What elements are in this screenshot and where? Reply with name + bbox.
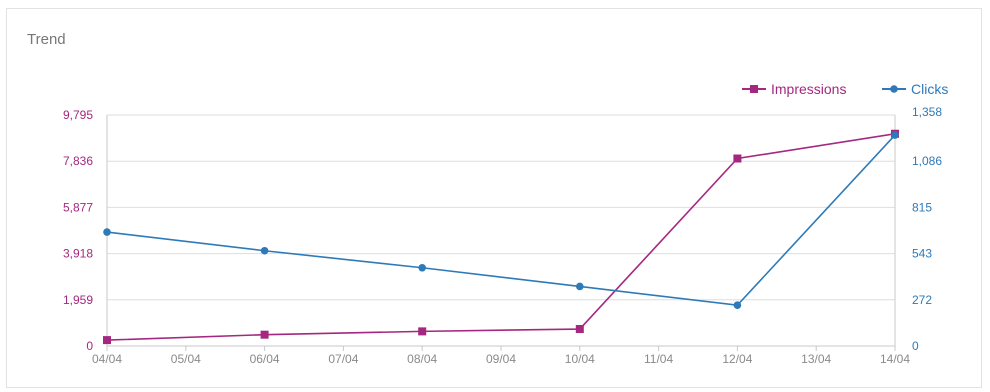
left-tick-label: 9,795	[63, 108, 93, 122]
legend-item-clicks[interactable]: Clicks	[882, 81, 948, 97]
right-tick-label: 815	[912, 200, 932, 214]
x-tick-label: 06/04	[250, 352, 280, 366]
clicks-point[interactable]	[103, 228, 111, 236]
clicks-point[interactable]	[418, 263, 427, 272]
left-tick-label: 1,959	[63, 293, 93, 307]
clicks-line	[106, 134, 896, 307]
grid-lines	[107, 114, 895, 301]
x-tick-label: 10/04	[565, 352, 595, 366]
impressions-point[interactable]	[575, 325, 584, 334]
x-tick-label: 04/04	[92, 352, 122, 366]
trend-panel: Trend	[6, 8, 982, 388]
right-tick-label: 1,358	[912, 105, 942, 119]
left-tick-label: 5,877	[63, 200, 93, 214]
x-tick-label: 07/04	[328, 352, 358, 366]
right-tick-label: 0	[912, 339, 919, 353]
legend-label-clicks: Clicks	[911, 81, 948, 97]
right-tick-label: 272	[912, 293, 932, 307]
impressions-point[interactable]	[260, 330, 269, 339]
axes	[106, 115, 896, 347]
x-tick-label: 05/04	[171, 352, 201, 366]
clicks-point[interactable]	[576, 282, 584, 291]
clicks-point[interactable]	[891, 131, 899, 139]
right-tick-label: 543	[912, 247, 932, 261]
legend-label-impressions: Impressions	[771, 81, 846, 97]
legend-item-impressions[interactable]: Impressions	[742, 81, 846, 97]
x-tick-label: 08/04	[407, 352, 437, 366]
impressions-line	[106, 132, 896, 341]
x-tick-label: 09/04	[486, 352, 516, 366]
impressions-point[interactable]	[418, 327, 427, 336]
x-tick-label: 14/04	[880, 352, 910, 366]
clicks-point[interactable]	[733, 301, 742, 309]
clicks-point[interactable]	[260, 246, 269, 255]
right-tick-label: 1,086	[912, 154, 942, 168]
panel-title: Trend	[27, 31, 66, 48]
x-tick-label: 13/04	[801, 352, 831, 366]
legend-swatch-marker	[890, 85, 898, 93]
impressions-series	[103, 129, 899, 345]
impressions-point[interactable]	[103, 336, 111, 345]
x-axis-ticks: 04/04 05/04 06/04 07/04 08/04 09/04 10/04 11/04…	[92, 346, 910, 366]
x-tick-label: 12/04	[722, 352, 752, 366]
left-tick-label: 7,836	[63, 154, 93, 168]
clicks-series	[103, 131, 899, 309]
left-tick-label: 3,918	[63, 247, 93, 261]
legend-swatch-marker	[750, 85, 758, 93]
left-tick-label: 0	[86, 339, 93, 353]
impressions-point[interactable]	[733, 154, 742, 163]
legend[interactable]: Impressions Clicks	[742, 81, 948, 97]
series-layer	[103, 129, 899, 345]
left-y-axis-ticks: 0 1,959 3,918 5,877 7,836 9,795	[63, 108, 93, 353]
right-y-axis-ticks: 0 272 543 815 1,086 1,358	[912, 105, 942, 353]
x-tick-label: 11/04	[644, 352, 673, 366]
